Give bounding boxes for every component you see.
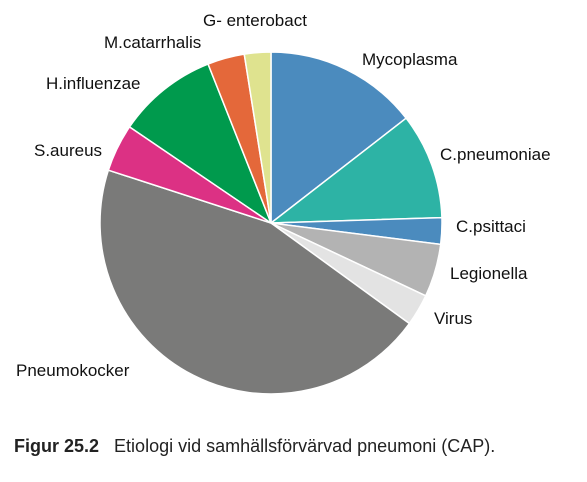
slice-label-m-catarrhalis: M.catarrhalis xyxy=(104,33,201,52)
pie-slice-h-influenzae xyxy=(128,63,273,225)
pie-slice-mycoplasma xyxy=(270,51,408,225)
slice-label-legionella: Legionella xyxy=(450,264,528,283)
slice-label-s-aureus: S.aureus xyxy=(34,141,102,160)
slice-label-g-enterobact: G- enterobact xyxy=(203,11,307,30)
caption-text: Etiologi vid samhällsförvärvad pneumoni … xyxy=(114,436,496,456)
pie-slices xyxy=(99,51,443,395)
pie-slice-c-pneumoniae xyxy=(268,117,443,224)
figure-caption: Figur 25.2 Etiologi vid samhällsförvärva… xyxy=(14,436,584,457)
slice-label-c-psittaci: C.psittaci xyxy=(456,217,526,236)
slice-label-virus: Virus xyxy=(434,309,472,328)
pie-chart-svg: Mycoplasma C.pneumoniae C.psittaci Legionel… xyxy=(16,11,551,395)
pie-slice-g-enterobact xyxy=(243,51,272,224)
pie-slice-pneumokocker xyxy=(99,169,411,395)
slice-label-mycoplasma: Mycoplasma xyxy=(362,50,458,69)
slice-label-pneumokocker: Pneumokocker xyxy=(16,361,130,380)
slice-label-h-influenzae: H.influenzae xyxy=(46,74,141,93)
pie-chart: Mycoplasma C.pneumoniae C.psittaci Legionel… xyxy=(16,11,551,395)
caption-label: Figur 25.2 xyxy=(14,436,100,456)
slice-label-c-pneumoniae: C.pneumoniae xyxy=(440,145,551,164)
pie-labels: Mycoplasma C.pneumoniae C.psittaci Legionel… xyxy=(16,11,551,380)
